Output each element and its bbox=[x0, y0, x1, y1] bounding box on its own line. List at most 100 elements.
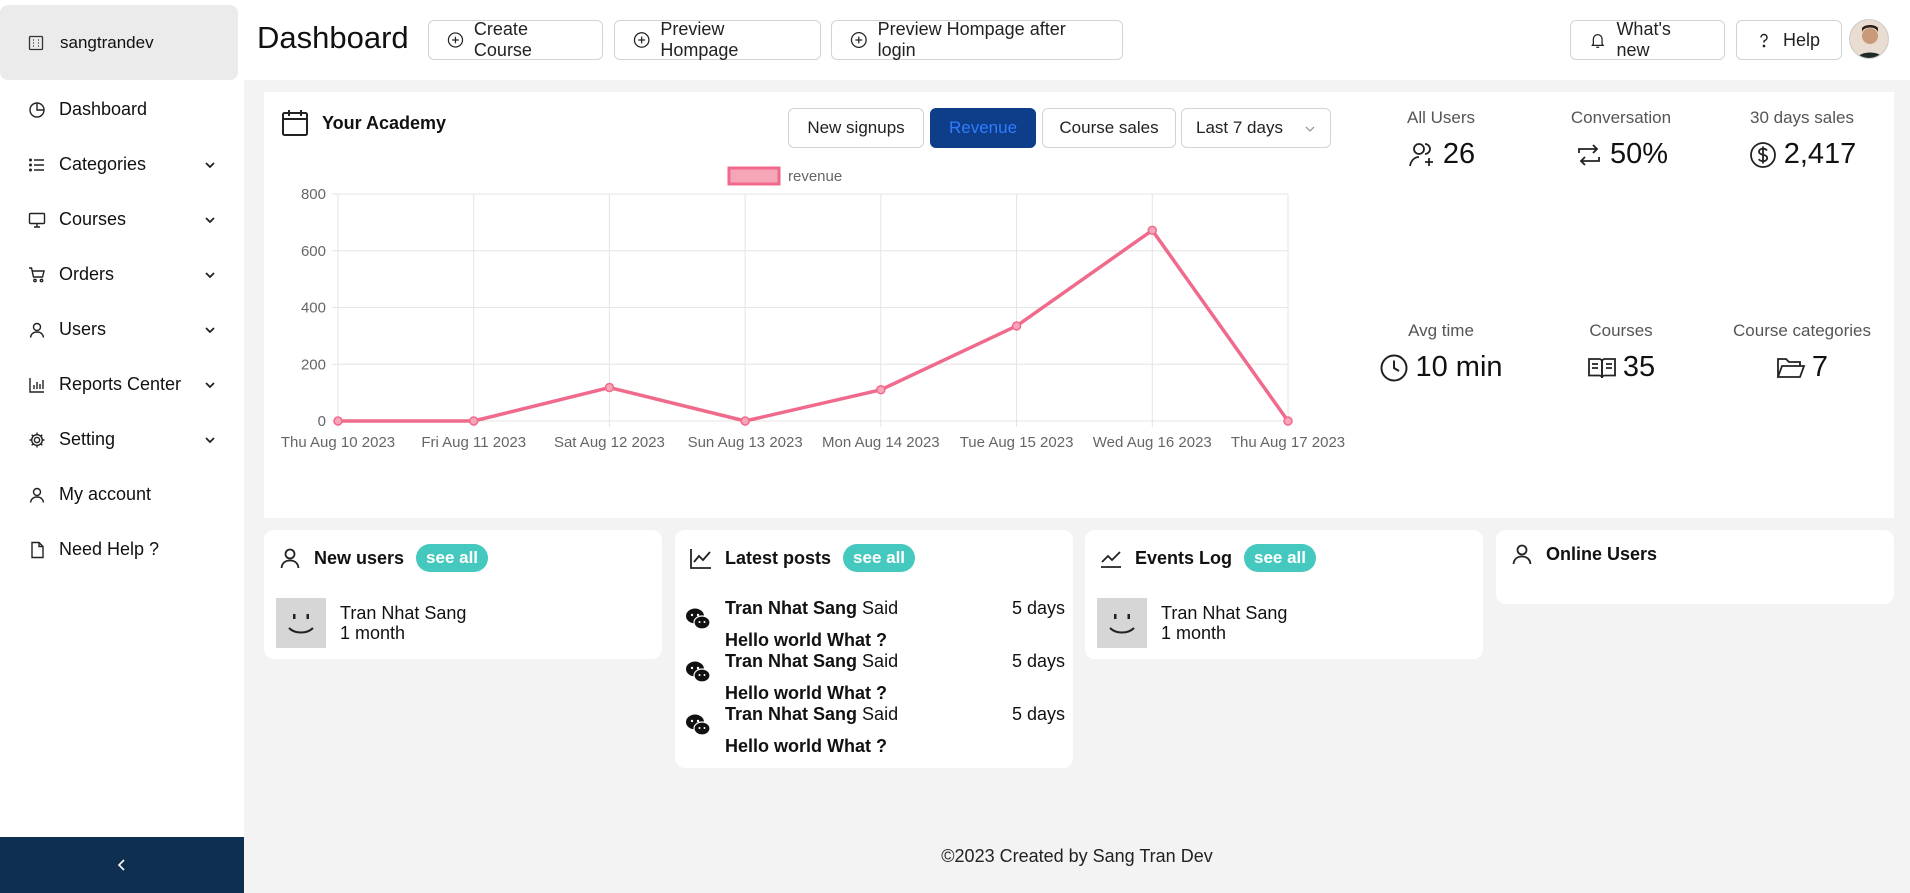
sidebar-item-label: My account bbox=[59, 484, 152, 504]
tab-new-signups[interactable]: New signups bbox=[788, 108, 924, 148]
post-item[interactable]: Tran Nhat Sang Said 5 days Hello world W… bbox=[685, 704, 1065, 756]
stat-value: 7 bbox=[1811, 351, 1829, 383]
data-point bbox=[468, 416, 479, 426]
legend-swatch bbox=[727, 166, 781, 186]
stat-value-row: 2,417 bbox=[1712, 138, 1892, 171]
user-icon bbox=[1512, 544, 1532, 565]
series-line bbox=[338, 228, 1290, 423]
see-all-button[interactable]: see all bbox=[843, 544, 916, 572]
footer: ©2023 Created by Sang Tran Dev bbox=[941, 846, 1213, 866]
online-users-header: Online Users bbox=[1510, 542, 1657, 566]
post-author: Tran Nhat Sang bbox=[725, 651, 858, 671]
sidebar-item-my-account[interactable]: My account bbox=[0, 467, 244, 522]
building-icon bbox=[28, 35, 44, 50]
data-point bbox=[876, 385, 886, 395]
chevron-down-icon bbox=[205, 436, 215, 443]
tab-revenue[interactable]: Revenue bbox=[930, 108, 1036, 148]
post-author-line: Tran Nhat Sang Said bbox=[725, 598, 898, 619]
create-course-label: Create Course bbox=[473, 19, 532, 60]
event-info: Tran Nhat Sang 1 month bbox=[1161, 603, 1287, 643]
events-log-card: Events Log see all Tran Nhat Sang 1 mont… bbox=[1085, 530, 1483, 659]
card-title: Online Users bbox=[1546, 543, 1658, 564]
post-item[interactable]: Tran Nhat Sang Said 5 days Hello world W… bbox=[685, 651, 1065, 703]
plus-circle-icon bbox=[850, 32, 867, 48]
stat-value: 10 min bbox=[1415, 351, 1503, 383]
sidebar-item-setting[interactable]: Setting bbox=[0, 412, 244, 467]
user-info: Tran Nhat Sang 1 month bbox=[340, 603, 466, 643]
see-all-button[interactable]: see all bbox=[416, 544, 489, 572]
preview-homepage-button[interactable]: Preview Hompage bbox=[614, 19, 821, 60]
stat-value: 2,417 bbox=[1783, 138, 1857, 170]
data-point bbox=[1147, 225, 1158, 236]
post-item[interactable]: Tran Nhat Sang Said 5 days Hello world W… bbox=[685, 598, 1065, 650]
sidebar-item-users[interactable]: Users bbox=[0, 302, 244, 357]
sidebar-item-orders[interactable]: Orders bbox=[0, 247, 244, 302]
x-tick-label: Sun Aug 13 2023 bbox=[688, 434, 803, 451]
data-point bbox=[740, 416, 750, 426]
sidebar-item-categories[interactable]: Categories bbox=[0, 137, 244, 192]
tab-course-sales[interactable]: Course sales bbox=[1042, 108, 1176, 148]
bar-chart-icon bbox=[29, 377, 44, 393]
preview-homepage-label: Preview Hompage bbox=[660, 19, 739, 60]
sidebar-item-need-help[interactable]: Need Help ? bbox=[0, 522, 244, 577]
academy-panel: Your Academy New signups Revenue Course … bbox=[264, 92, 1894, 518]
whats-new-label: What's new bbox=[1616, 19, 1671, 60]
stat-label: All Users bbox=[1406, 108, 1475, 127]
sidebar-item-courses[interactable]: Courses bbox=[0, 192, 244, 247]
see-all-button[interactable]: see all bbox=[1244, 544, 1317, 572]
latest-posts-header: Latest posts see all bbox=[689, 544, 916, 572]
pie-chart-icon bbox=[29, 101, 45, 118]
new-users-header: New users see all bbox=[278, 544, 489, 572]
whats-new-button[interactable]: What's new bbox=[1570, 19, 1725, 60]
avatar[interactable] bbox=[1849, 19, 1889, 59]
range-select[interactable]: Last 7 days bbox=[1181, 108, 1331, 148]
question-icon bbox=[1760, 33, 1768, 48]
header: Dashboard Create Course Preview Hompage … bbox=[244, 0, 1910, 80]
event-user-name: Tran Nhat Sang bbox=[1161, 603, 1288, 623]
stat-label: 30 days sales bbox=[1750, 108, 1854, 127]
stat-value-row: 26 bbox=[1351, 138, 1531, 171]
list-item[interactable]: Tran Nhat Sang 1 month bbox=[1097, 598, 1287, 648]
stat-label: Course categories bbox=[1733, 321, 1871, 340]
user-time: 1 month bbox=[340, 623, 406, 643]
academy-title-text: Your Academy bbox=[322, 112, 447, 133]
stat-value-row: 7 bbox=[1712, 351, 1892, 384]
chevron-left-icon bbox=[117, 859, 125, 871]
stat-value: 35 bbox=[1622, 351, 1656, 383]
sidebar-item-dashboard[interactable]: Dashboard bbox=[0, 82, 244, 137]
y-tick-label: 200 bbox=[301, 356, 326, 373]
user-icon bbox=[280, 548, 300, 569]
post-said: Said bbox=[862, 704, 899, 724]
stat-conversation: Conversation 50% bbox=[1531, 108, 1711, 171]
post-message: Hello world What ? bbox=[725, 736, 887, 756]
list-item[interactable]: Tran Nhat Sang 1 month bbox=[276, 598, 466, 648]
file-icon bbox=[31, 541, 44, 558]
sidebar-item-reports-center[interactable]: Reports Center bbox=[0, 357, 244, 412]
post-time: 5 days bbox=[1011, 704, 1065, 724]
y-tick-label: 600 bbox=[301, 243, 326, 260]
latest-posts-card: Latest posts see all Tran Nhat Sang Said… bbox=[675, 530, 1073, 768]
data-point bbox=[604, 382, 615, 393]
stat-label: Conversation bbox=[1570, 108, 1672, 127]
preview-homepage-after-login-button[interactable]: Preview Hompage after login bbox=[831, 19, 1123, 60]
y-tick-label: 800 bbox=[301, 186, 326, 203]
stat-avg-time: Avg time 10 min bbox=[1351, 321, 1531, 384]
create-course-button[interactable]: Create Course bbox=[428, 19, 603, 60]
sidebar-collapse-button[interactable] bbox=[0, 837, 244, 893]
chat-icon bbox=[686, 714, 711, 736]
help-button[interactable]: Help bbox=[1736, 20, 1842, 60]
brand[interactable]: sangtrandev bbox=[0, 5, 238, 80]
avatar-image bbox=[1850, 20, 1888, 58]
bell-icon bbox=[1591, 34, 1605, 48]
legend-label: revenue bbox=[788, 168, 842, 185]
preview-after-login-label: Preview Hompage after login bbox=[877, 19, 1066, 60]
y-tick-label: 0 bbox=[318, 413, 326, 430]
sidebar-item-label: Reports Center bbox=[59, 374, 182, 394]
post-time: 5 days bbox=[1011, 598, 1065, 618]
x-tick-label: Fri Aug 11 2023 bbox=[421, 434, 526, 451]
data-point bbox=[1011, 321, 1022, 331]
x-tick-label: Thu Aug 17 2023 bbox=[1231, 434, 1345, 451]
y-tick-label: 400 bbox=[301, 300, 326, 317]
sidebar-nav: Dashboard Categories Courses Orders User… bbox=[0, 82, 244, 577]
stat-value-row: 50% bbox=[1531, 138, 1711, 171]
